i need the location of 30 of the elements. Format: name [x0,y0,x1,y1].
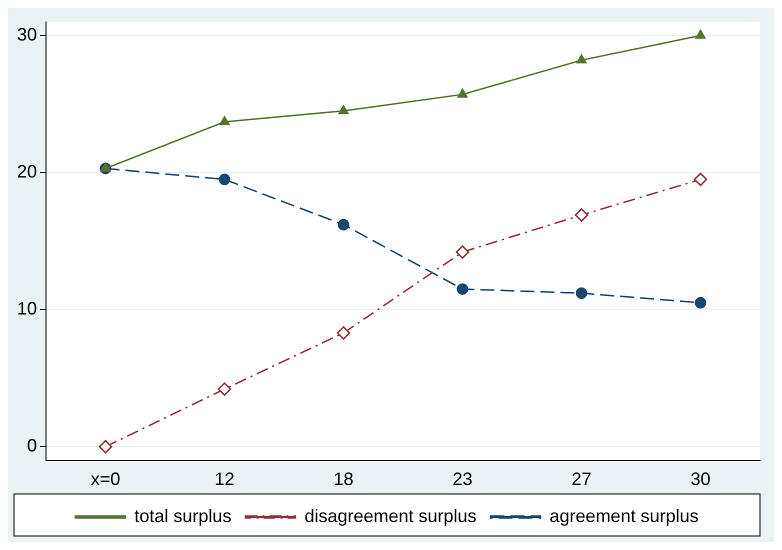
point [456,283,468,295]
point [338,218,350,230]
point [574,208,588,222]
legend-label: disagreement surplus [304,506,477,526]
y-tick-label: 30 [16,24,38,44]
x-tick-label: 27 [571,469,592,490]
x-tick-label: 12 [214,469,235,490]
point [219,116,230,126]
point [218,174,230,186]
x-tick-label: 23 [452,469,473,490]
y-tick-label: 0 [27,436,38,456]
legend-label: agreement surplus [550,506,699,526]
y-tick-label: 10 [16,298,38,319]
point [457,88,468,98]
point [218,382,232,396]
point [98,440,112,454]
point [694,172,708,186]
point [576,54,587,64]
point [694,297,706,309]
point [336,326,350,340]
point [576,287,588,299]
x-tick-label: 18 [333,469,354,490]
y-tick-label: 20 [16,162,38,182]
point [456,245,470,259]
x-tick-label: 30 [690,469,711,490]
point [338,105,349,114]
point [100,162,111,172]
legend-label: total surplus [134,506,232,526]
point [695,30,706,39]
x-tick-label: x=0 [90,469,120,490]
